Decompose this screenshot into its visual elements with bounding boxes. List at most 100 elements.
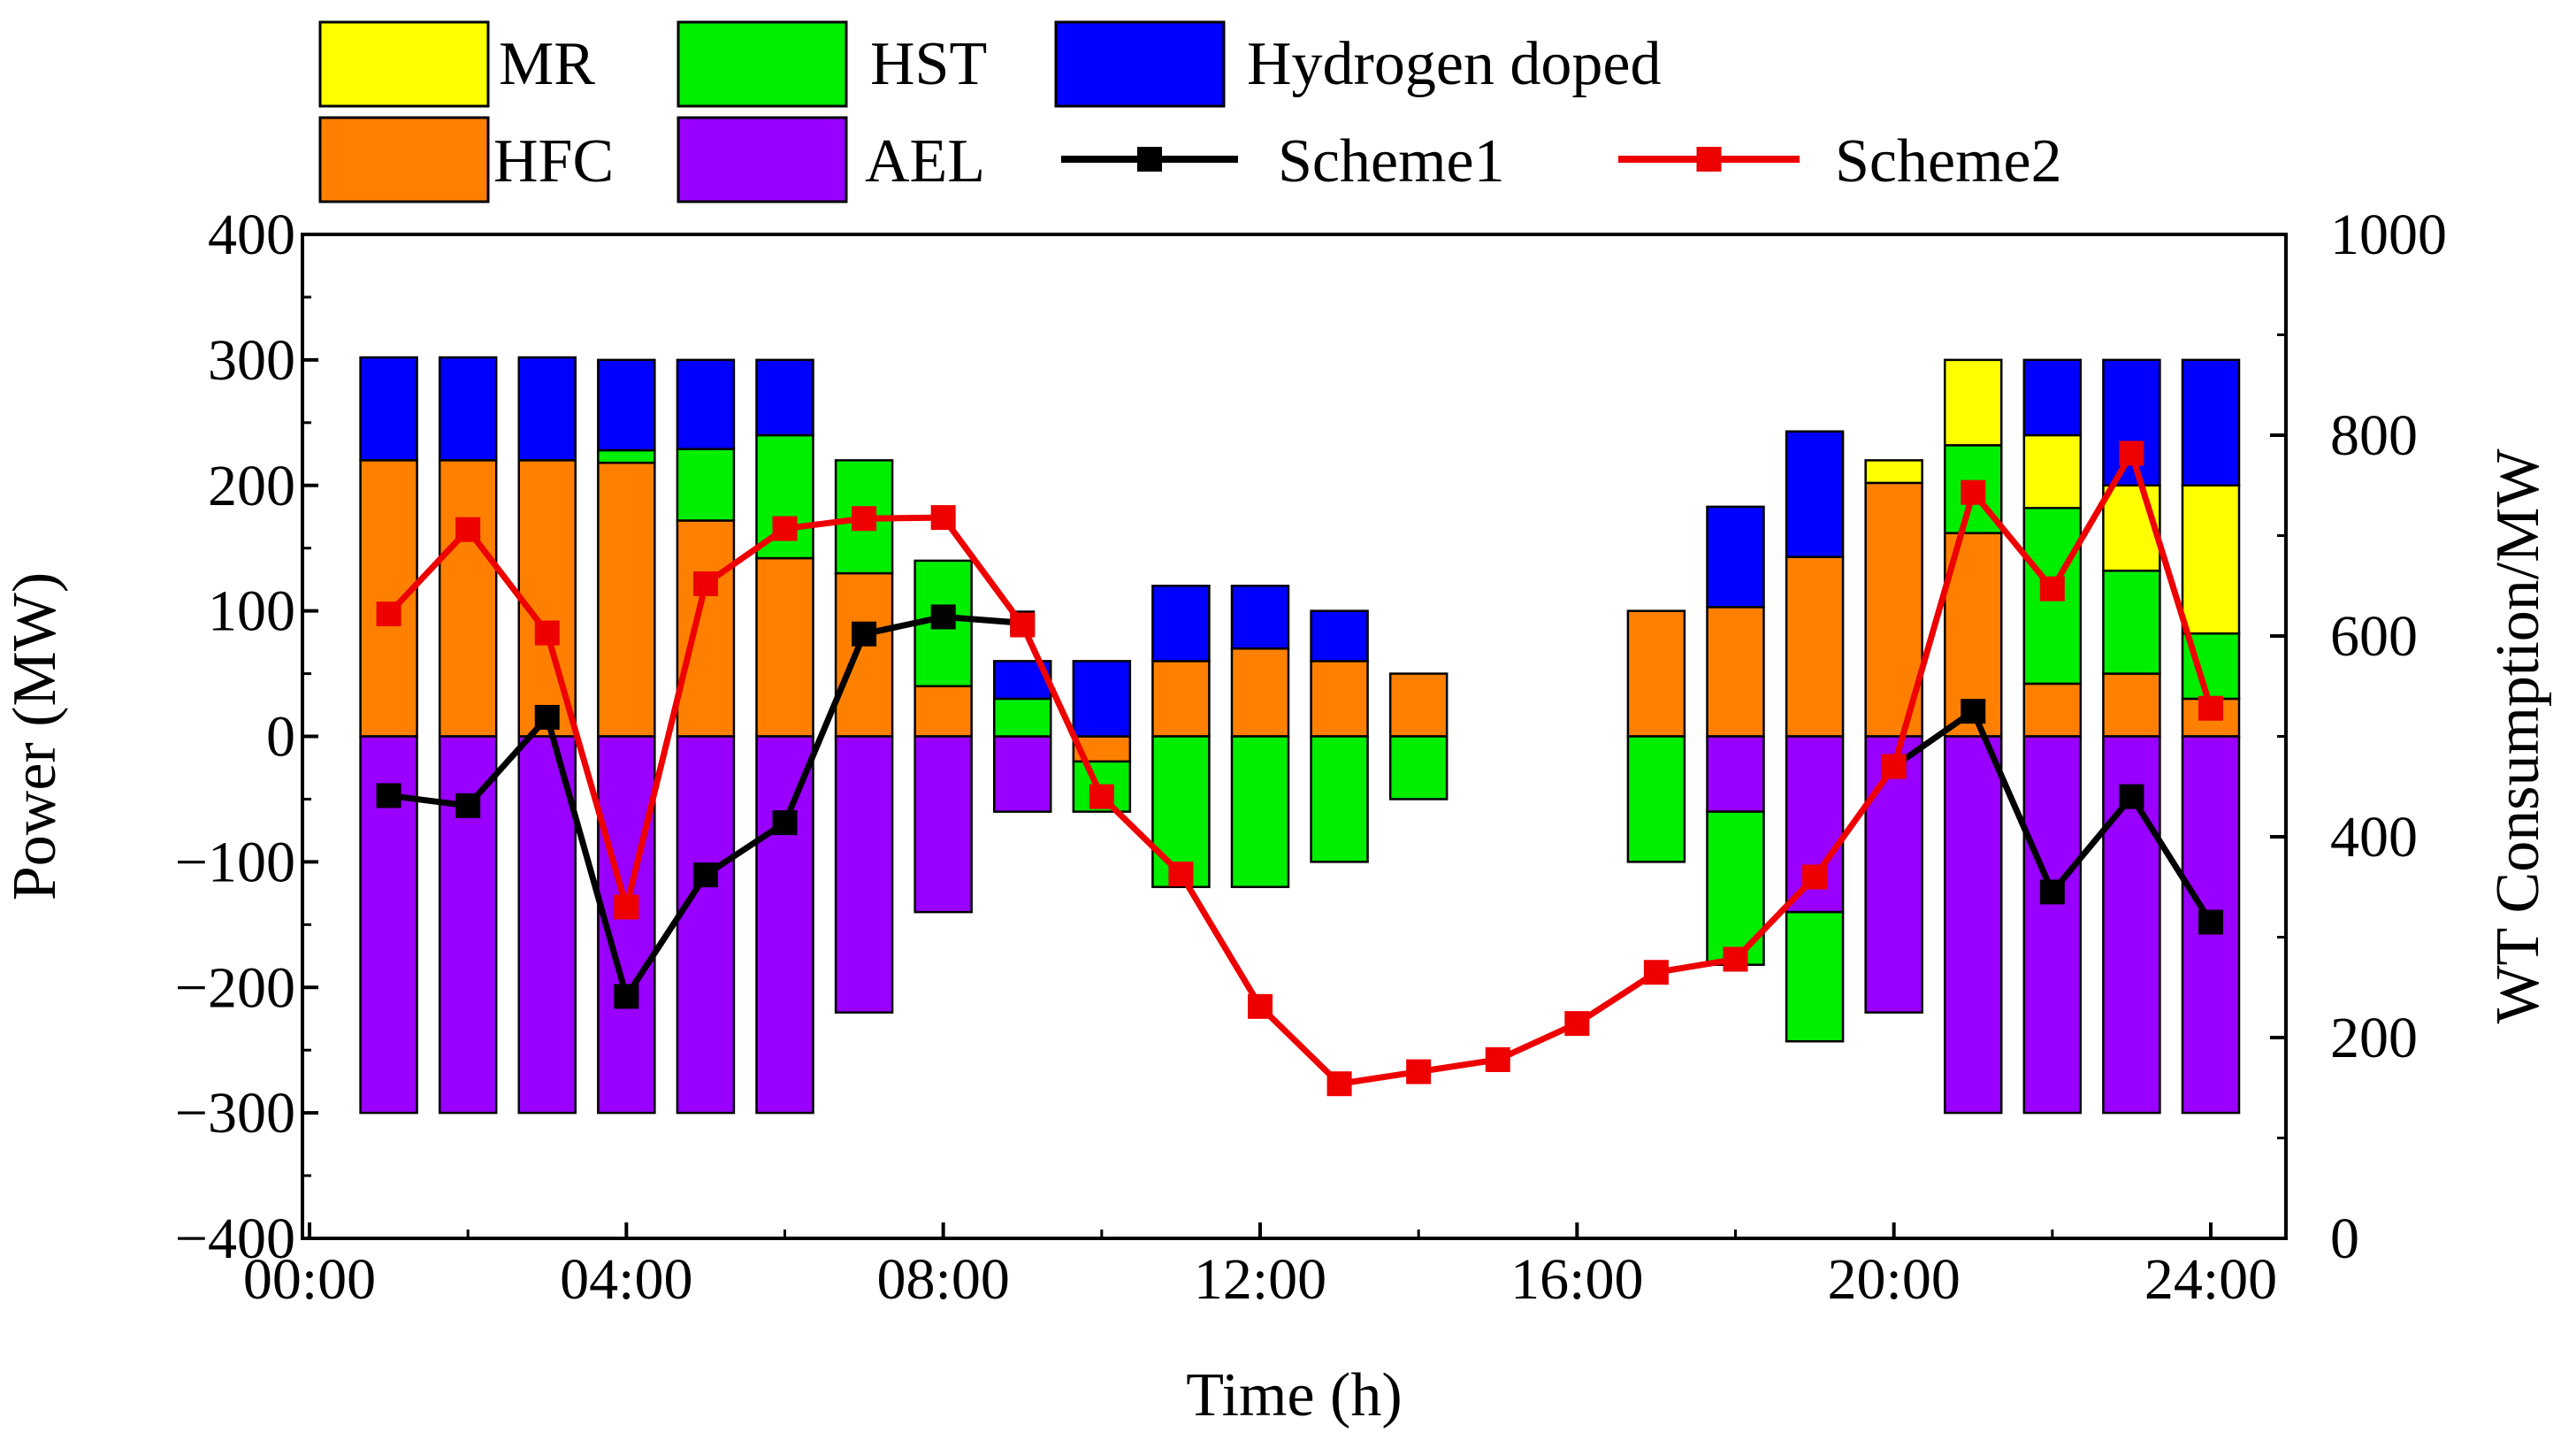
y-tick-label: −400 [175,1207,295,1271]
bar-H2-h13 [1310,609,1369,663]
bar-AEL-h18 [1706,735,1765,813]
marker-s2-h24 [2198,695,2223,721]
marker-s2-h18 [1723,946,1748,972]
marker-s2-h7 [852,506,877,532]
marker-s2-h4 [614,894,639,920]
y-tick-label: −100 [175,830,295,894]
marker-s2-h13 [1326,1071,1352,1097]
marker-s2-h14 [1406,1059,1432,1084]
bar-H2-h6 [755,358,814,437]
bar-HFC-h11 [1151,660,1211,738]
bar-HFC-h6 [755,556,814,738]
legend-marker-scheme1 [1137,147,1162,172]
bar-HST-h13 [1310,735,1369,863]
marker-s2-h21 [1961,479,1986,505]
marker-s1b-h21 [1961,699,1986,724]
marker-s2-h17 [1643,960,1669,985]
x-tick-label: 00:00 [243,1247,376,1312]
bar-AEL-h9 [993,735,1052,813]
marker-s2-h5 [692,571,718,596]
bar-H2-h11 [1151,585,1211,663]
marker-s1-h5 [692,862,718,888]
marker-s2-h12 [1248,993,1273,1019]
x-tick-label: 08:00 [876,1247,1009,1312]
bar-AEL-h7 [834,735,894,1014]
x-tick-label: 16:00 [1510,1247,1643,1312]
legend-swatch-ael [676,116,848,203]
bar-H2-h18 [1706,505,1765,609]
bar-HST-h9 [993,697,1052,738]
bar-H2-h2 [438,356,498,462]
x-tick-label: 20:00 [1827,1247,1960,1312]
marker-s1-h4 [614,984,639,1009]
y-tick-label: −300 [175,1081,295,1145]
y2-tick-label: 1000 [2330,203,2447,267]
y-tick-label: −200 [175,955,295,1020]
bar-HST-h19 [1785,910,1845,1043]
x-tick-label: 24:00 [2144,1247,2277,1312]
legend-label-scheme2: Scheme2 [1835,127,2062,195]
bar-AEL-h21 [1944,735,2003,1115]
bar-AEL-h20 [1864,735,1923,1014]
bar-HFC-h19 [1785,555,1845,738]
bar-HST-h5 [676,448,736,522]
legend: MR HST Hydrogen doped HFC AEL Scheme1 Scheme2 [318,20,2062,203]
marker-s2-h6 [772,516,798,541]
bar-HFC-h8 [913,685,973,738]
bar-MR-h20 [1864,459,1923,485]
bar-HFC-h18 [1706,606,1765,738]
bar-H2-h23 [2102,358,2161,486]
marker-s1-h1 [376,783,401,808]
marker-s1b-h22 [2039,879,2065,905]
legend-label-hst: HST [870,30,987,98]
y-tick-label: 100 [208,579,295,644]
y2-tick-label: 800 [2330,403,2418,468]
bar-HFC-h13 [1310,660,1369,738]
bar-HFC-h23 [2102,672,2161,738]
bar-H2-h22 [2022,358,2083,437]
bar-AEL-h22 [2022,735,2083,1115]
marker-s1-h8 [930,604,956,630]
y2-tick-label: 400 [2330,805,2418,870]
bar-MR-h23 [2102,484,2161,572]
bar-H2-h24 [2181,358,2241,486]
bar-H2-h12 [1230,585,1290,650]
legend-swatch-hfc [318,116,490,203]
marker-s2-h19 [1802,864,1828,890]
y-tick-label: 300 [208,328,295,393]
bar-H2-h19 [1785,430,1845,558]
legend-swatch-hst [676,20,848,108]
bar-HST-h23 [2102,569,2161,675]
bar-HFC-h7 [834,571,894,738]
bar-MR-h22 [2022,433,2083,509]
marker-s1-h2 [455,793,481,818]
marker-s2-h3 [534,620,560,646]
bar-AEL-h3 [517,735,577,1115]
marker-s1-h6 [772,810,798,836]
bar-HST-h14 [1388,735,1449,801]
legend-swatch-mr [318,20,490,108]
bar-H2-h10 [1072,660,1132,738]
legend-swatch-hydrogen-doped [1054,20,1226,108]
legend-label-hydrogen-doped: Hydrogen doped [1247,30,1662,98]
bar-layer [359,356,2241,1115]
marker-s2-h23 [2119,441,2144,466]
x-axis-title: Time (h) [1186,1361,1402,1429]
bar-HST-h12 [1230,735,1290,888]
legend-label-scheme1: Scheme1 [1278,127,1505,195]
marker-s2-h10 [1089,784,1114,809]
legend-marker-scheme2 [1696,147,1722,172]
marker-s2-h11 [1168,861,1194,886]
bar-HFC-h14 [1388,672,1449,738]
legend-label-hfc: HFC [493,127,614,195]
marker-s1-h7 [852,621,877,647]
marker-s2-h2 [455,517,481,542]
bar-HFC-h22 [2022,682,2083,738]
bar-HFC-h12 [1230,647,1290,738]
marker-s2-h22 [2039,576,2065,601]
y2-tick-label: 0 [2330,1207,2359,1271]
bar-HFC-h4 [597,461,656,738]
bar-HST-h17 [1626,735,1686,863]
legend-label-ael: AEL [865,127,985,195]
